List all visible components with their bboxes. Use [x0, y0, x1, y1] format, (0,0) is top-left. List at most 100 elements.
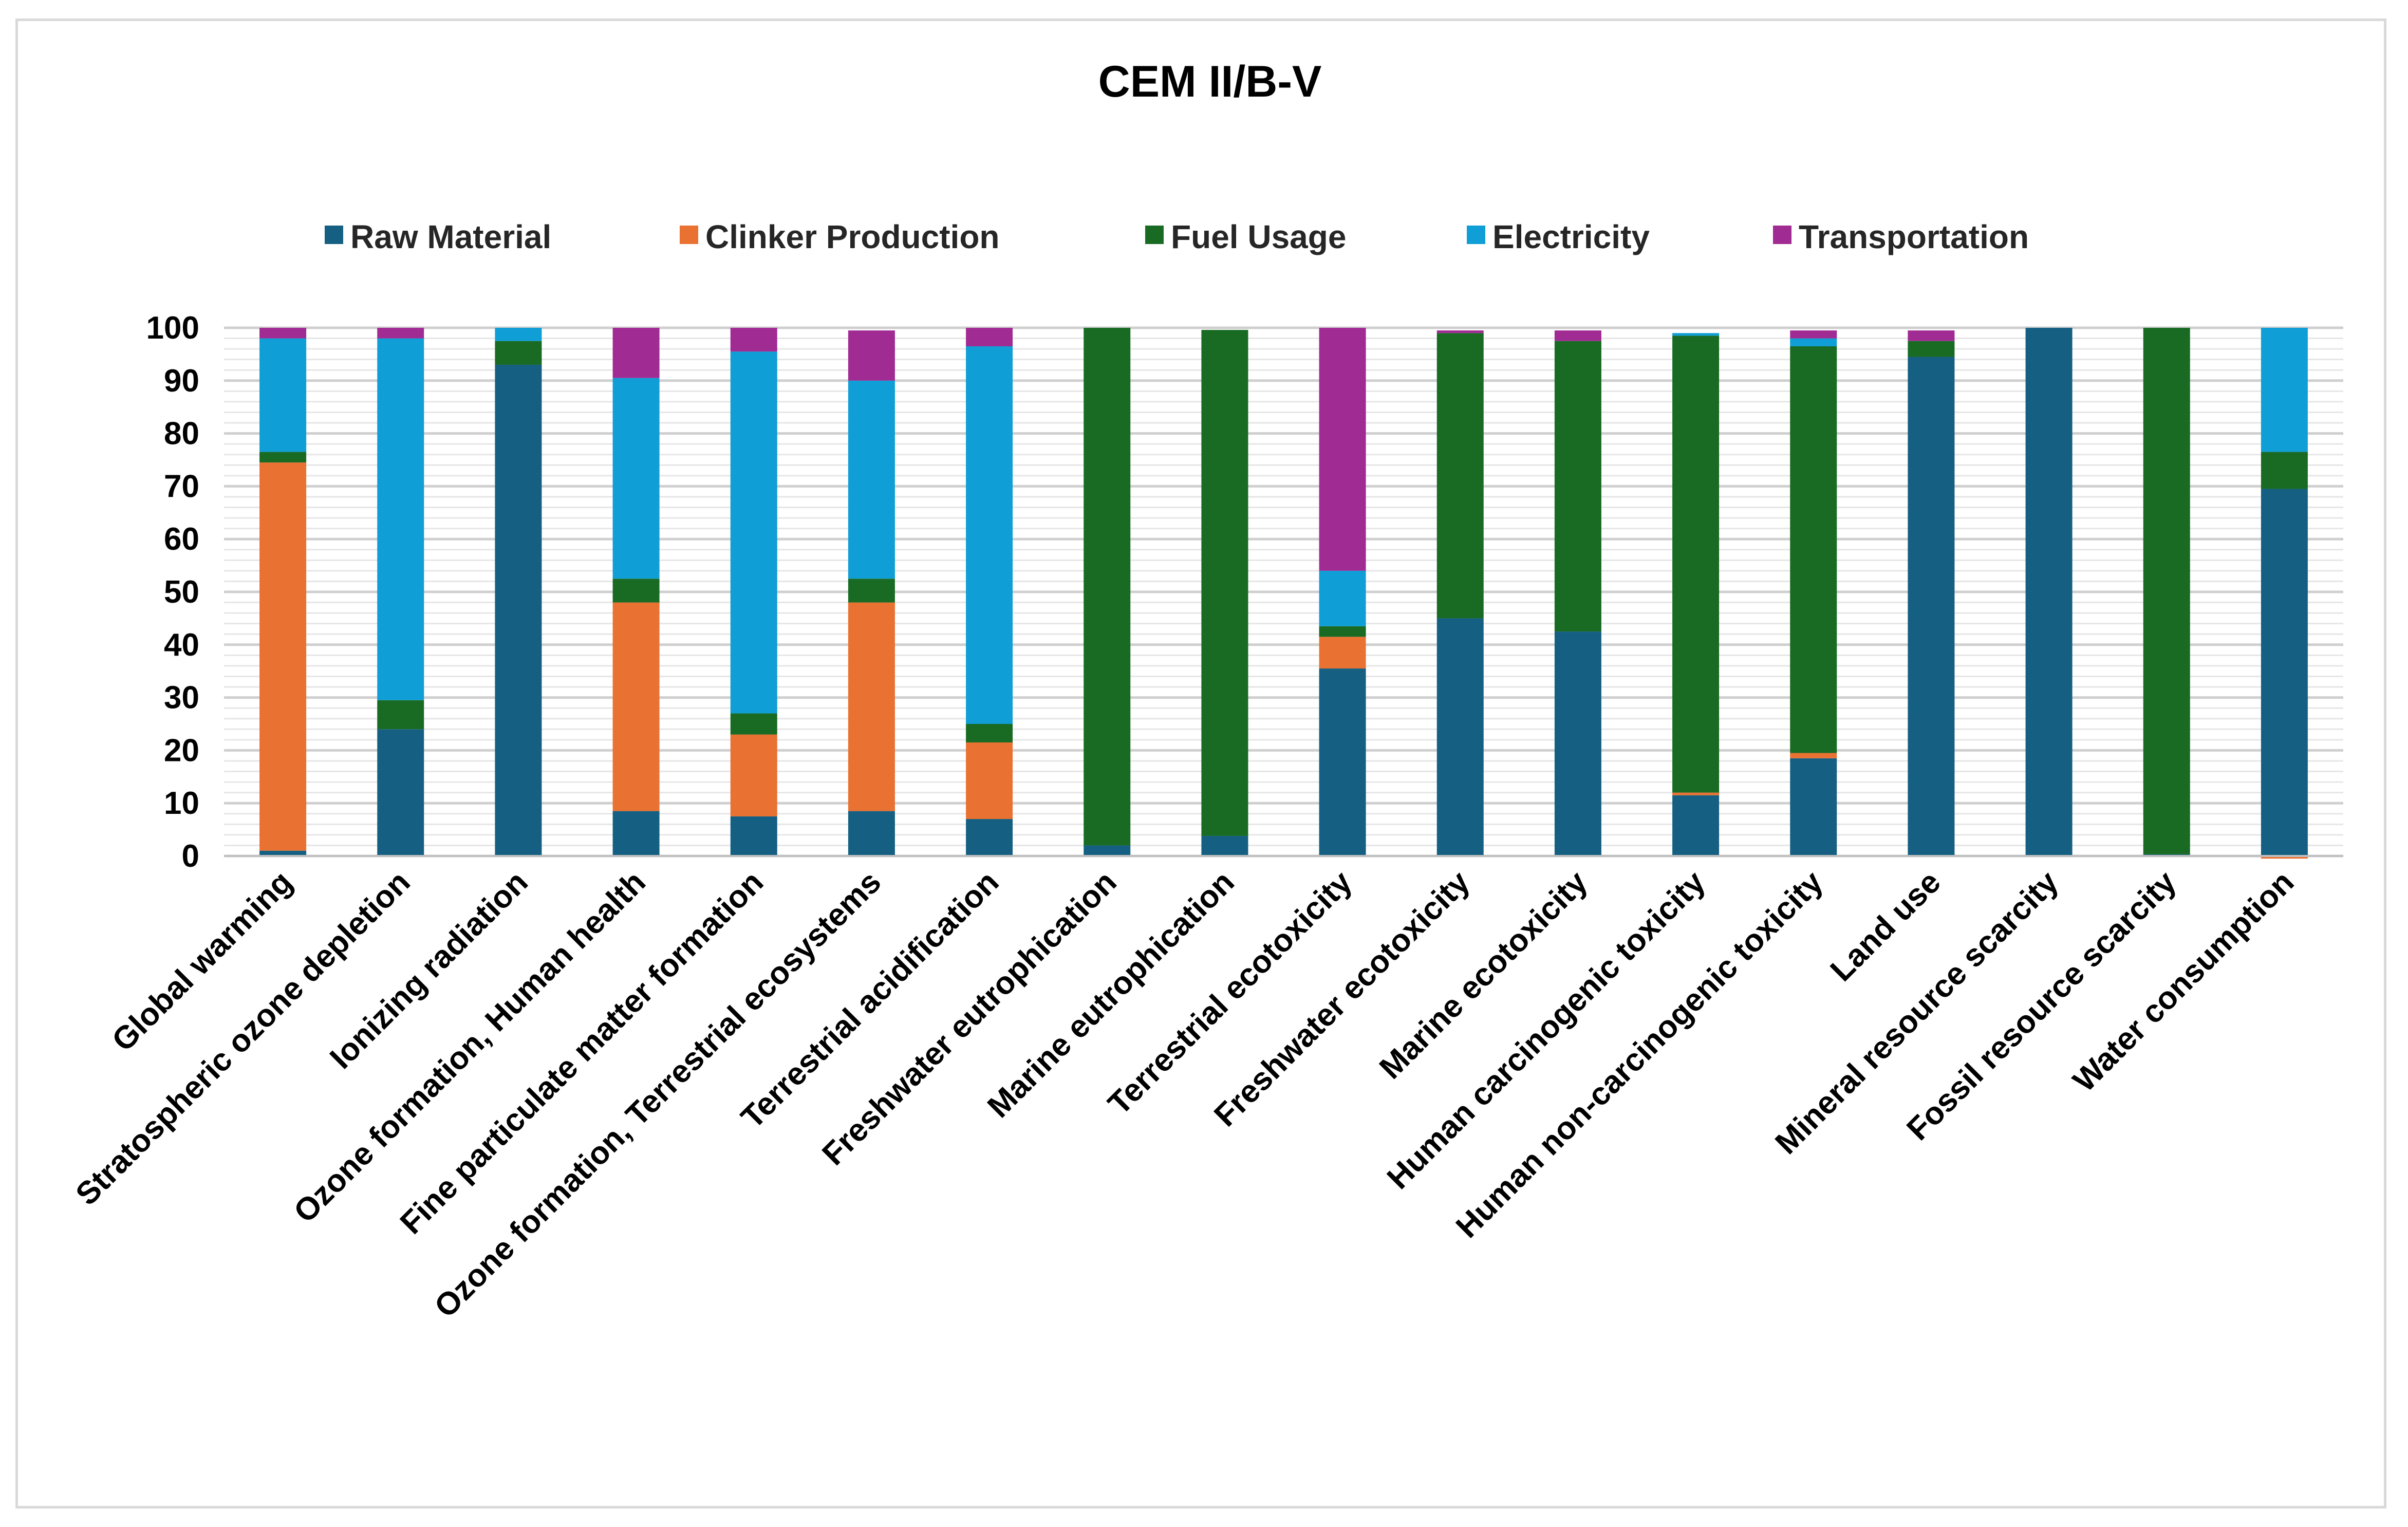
gridlines — [224, 326, 2343, 858]
bar-segment-fuel-usage — [1790, 346, 1837, 753]
chart-svg: CEM II/B-V Raw Material Clinker Productio… — [69, 57, 2343, 1325]
y-tick-label: 80 — [164, 416, 199, 452]
bar-segment-fuel-usage — [730, 713, 777, 735]
bar-segment-transportation — [966, 328, 1013, 346]
bar-segment-raw-material — [848, 811, 895, 856]
bars — [259, 328, 2308, 859]
bar-segment-transportation — [259, 328, 307, 339]
y-tick-label: 60 — [164, 522, 199, 557]
bar-segment-raw-material — [1201, 835, 1248, 856]
legend-swatch-raw-material — [325, 226, 343, 244]
bar-segment-electricity — [377, 338, 424, 700]
bar-segment-raw-material — [612, 811, 660, 856]
legend-label-electricity: Electricity — [1492, 218, 1650, 255]
bar-segment-raw-material — [1908, 357, 1955, 856]
bar-segment-raw-material — [259, 850, 307, 856]
bar-segment-transportation — [1436, 330, 1484, 333]
bar-segment-electricity — [612, 378, 660, 579]
y-tick-label: 10 — [164, 786, 199, 821]
y-tick-labels: 0 10 20 30 40 50 60 70 80 90 100 — [146, 310, 199, 874]
bar-segment-clinker-production — [966, 742, 1013, 820]
bar-segment-fuel-usage — [1554, 341, 1601, 632]
y-tick-label: 70 — [164, 469, 199, 504]
bar-segment-clinker-production — [1790, 753, 1837, 758]
bar-segment-raw-material — [495, 364, 542, 856]
x-tick-label: Land use — [1824, 864, 1948, 988]
bar-segment-fuel-usage — [2261, 452, 2308, 489]
bar-segment-fuel-usage — [966, 724, 1013, 742]
bar-segment-electricity — [1790, 338, 1837, 346]
y-tick-label: 90 — [164, 363, 199, 399]
bar-segment-transportation — [1908, 330, 1955, 341]
bar-segment-raw-material — [966, 819, 1013, 856]
bar-segment-electricity — [966, 346, 1013, 724]
bar-segment-transportation — [1554, 330, 1601, 341]
x-tick-label: Marine ecotoxicity — [1373, 864, 1595, 1086]
bar-segment-fuel-usage — [1201, 330, 1248, 836]
chart-frame: CEM II/B-V Raw Material Clinker Productio… — [15, 18, 2386, 1509]
bar-segment-raw-material — [1554, 631, 1601, 856]
bar-segment-raw-material — [1084, 845, 1131, 856]
bar-segment-clinker-production — [259, 462, 307, 851]
y-tick-label: 100 — [146, 310, 199, 346]
bar-segment-transportation — [612, 328, 660, 378]
x-tick-label: Terrestrial ecotoxicity — [1102, 864, 1359, 1122]
bar-segment-clinker-production — [1319, 637, 1366, 669]
bar-segment-electricity — [848, 380, 895, 579]
bar-segment-fuel-usage — [495, 341, 542, 365]
legend-label-transportation: Transportation — [1799, 218, 2029, 255]
chart-title: CEM II/B-V — [1098, 57, 1322, 106]
bar-segment-fuel-usage — [2143, 328, 2190, 854]
bar-segment-transportation — [730, 328, 777, 352]
x-tick-label: Marine eutrophication — [981, 864, 1241, 1125]
bar-segment-electricity — [259, 338, 307, 452]
bar-segment-electricity — [1672, 333, 1720, 336]
bar-segment-electricity — [730, 351, 777, 714]
bar-segment-raw-material — [2261, 489, 2308, 856]
bar-segment-raw-material — [1790, 758, 1837, 856]
bar-segment-raw-material — [1319, 668, 1366, 856]
bar-segment-raw-material — [2025, 328, 2073, 856]
bar-segment-raw-material — [377, 729, 424, 856]
bar-segment-clinker-production — [1672, 792, 1720, 795]
bar-segment-fuel-usage — [259, 452, 307, 463]
legend-swatch-fuel-usage — [1145, 226, 1164, 244]
bar-segment-transportation — [848, 330, 895, 381]
legend-label-clinker-production: Clinker Production — [705, 218, 1000, 255]
bar-segment-clinker-production — [730, 734, 777, 816]
y-tick-label: 20 — [164, 733, 199, 768]
bar-segment-fuel-usage — [612, 579, 660, 603]
bar-segment-transportation — [377, 328, 424, 339]
legend: Raw Material Clinker Production Fuel Usage… — [325, 218, 2029, 255]
bar-segment-fuel-usage — [1319, 626, 1366, 637]
x-tick-label: Ionizing radiation — [323, 864, 535, 1076]
y-tick-label: 0 — [182, 839, 199, 874]
bar-segment-fuel-usage — [1672, 336, 1720, 793]
bar-segment-raw-material — [1436, 618, 1484, 856]
bar-segment-transportation — [1319, 328, 1366, 571]
bar-segment-electricity — [1319, 570, 1366, 626]
legend-label-raw-material: Raw Material — [350, 218, 551, 255]
legend-label-fuel-usage: Fuel Usage — [1171, 218, 1346, 255]
bar-segment-fuel-usage — [848, 579, 895, 603]
y-tick-label: 40 — [164, 627, 199, 663]
bar-segment-clinker-production — [612, 602, 660, 811]
y-tick-label: 50 — [164, 574, 199, 610]
y-tick-label: 30 — [164, 680, 199, 716]
legend-swatch-electricity — [1467, 226, 1485, 244]
bar-segment-raw-material — [730, 816, 777, 856]
bar-segment-clinker-production — [848, 602, 895, 811]
bar-segment-electricity — [2261, 328, 2308, 452]
legend-swatch-transportation — [1773, 226, 1791, 244]
bar-segment-raw-material — [1672, 795, 1720, 856]
bar-segment-fuel-usage — [1436, 333, 1484, 619]
legend-swatch-clinker-production — [680, 226, 698, 244]
bar-segment-transportation — [1790, 330, 1837, 339]
bar-segment-fuel-usage — [1908, 341, 1955, 357]
bar-segment-clinker-production — [2261, 856, 2308, 859]
bar-segment-fuel-usage — [1084, 328, 1131, 846]
bar-segment-fuel-usage — [377, 700, 424, 730]
x-tick-label: Water consumption — [2066, 864, 2301, 1098]
x-tick-label: Ozone formation, Terrestrial ecosystems — [427, 864, 888, 1325]
